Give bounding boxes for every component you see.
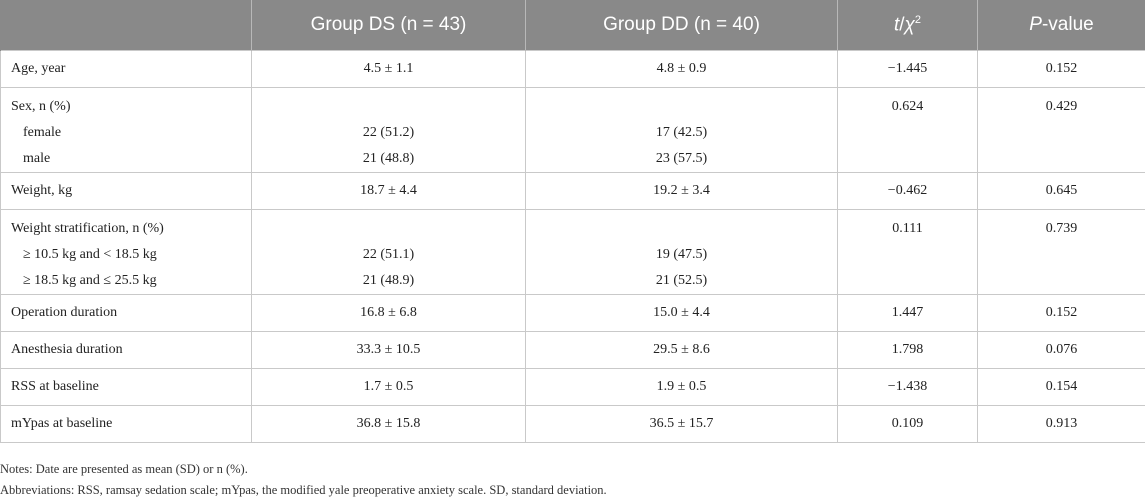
row-label: Age, year — [11, 61, 66, 76]
table-row-sex: Sex, n (%) female male 22 (51.2) 21 (48.… — [0, 87, 1145, 173]
table-container: Group DS (n = 43) Group DD (n = 40) t/χ2… — [0, 0, 1145, 443]
table-row-weight: Weight, kg 18.7 ± 4.4 19.2 ± 3.4 −0.462 … — [0, 172, 1145, 210]
cell-ds: 16.8 ± 6.8 — [360, 305, 417, 320]
cell-ds: 33.3 ± 10.5 — [356, 342, 421, 357]
cell-dd: 15.0 ± 4.4 — [653, 305, 710, 320]
cell-t: 1.447 — [891, 305, 924, 320]
cell-dd-low: 19 (47.5) — [655, 247, 708, 262]
cell-t: −0.462 — [887, 183, 928, 198]
header-slash: / — [899, 14, 905, 36]
header-t-symbol: t — [893, 14, 900, 36]
table-row-weight-stratification: Weight stratification, n (%) ≥ 10.5 kg a… — [0, 209, 1145, 295]
row-sublabel-high: ≥ 18.5 kg and ≤ 25.5 kg — [23, 273, 157, 288]
row-label: mYpas at baseline — [11, 416, 113, 431]
cell-ds-low: 22 (51.1) — [362, 247, 415, 262]
cell-ds: 1.7 ± 0.5 — [363, 379, 414, 394]
cell-t: 0.624 — [891, 99, 924, 114]
header-chi-symbol: χ — [904, 14, 915, 36]
abbreviations-line: Abbreviations: RSS, ramsay sedation scal… — [0, 483, 607, 497]
baseline-characteristics-table: Group DS (n = 43) Group DD (n = 40) t/χ2… — [0, 0, 1145, 443]
cell-dd-female: 17 (42.5) — [655, 125, 708, 140]
table-header: Group DS (n = 43) Group DD (n = 40) t/χ2… — [0, 0, 1145, 51]
row-label: Weight, kg — [11, 183, 73, 198]
row-label: Anesthesia duration — [11, 342, 123, 357]
cell-ds: 4.5 ± 1.1 — [363, 61, 414, 76]
cell-dd-high: 21 (52.5) — [655, 273, 708, 288]
row-label: Operation duration — [11, 305, 118, 320]
cell-p: 0.076 — [1045, 342, 1078, 357]
cell-ds: 36.8 ± 15.8 — [356, 416, 421, 431]
table-row-anesthesia-duration: Anesthesia duration 33.3 ± 10.5 29.5 ± 8… — [0, 331, 1145, 369]
cell-dd-male: 23 (57.5) — [655, 151, 708, 166]
row-sublabel-male: male — [23, 151, 51, 166]
cell-dd: 4.8 ± 0.9 — [656, 61, 707, 76]
notes-line: Notes: Date are presented as mean (SD) o… — [0, 462, 248, 476]
cell-t: 1.798 — [891, 342, 924, 357]
header-p-value: P-value — [977, 0, 1145, 51]
header-group-ds: Group DS (n = 43) — [251, 0, 526, 51]
cell-dd: 29.5 ± 8.6 — [653, 342, 710, 357]
cell-t: 0.111 — [892, 221, 923, 236]
cell-t: −1.445 — [887, 61, 928, 76]
header-chi-superscript: 2 — [914, 13, 922, 26]
table-row-operation-duration: Operation duration 16.8 ± 6.8 15.0 ± 4.4… — [0, 294, 1145, 332]
cell-p: 0.739 — [1045, 221, 1078, 236]
cell-p: 0.154 — [1045, 379, 1078, 394]
row-label: RSS at baseline — [11, 379, 99, 394]
table-row-mypas: mYpas at baseline 36.8 ± 15.8 36.5 ± 15.… — [0, 405, 1145, 443]
cell-t: 0.109 — [891, 416, 924, 431]
row-label: Sex, n (%) — [11, 99, 71, 114]
cell-p: 0.152 — [1045, 305, 1078, 320]
table-footnotes: Notes: Date are presented as mean (SD) o… — [0, 459, 1145, 501]
cell-ds-female: 22 (51.2) — [362, 125, 415, 140]
cell-p: 0.645 — [1045, 183, 1078, 198]
cell-dd: 1.9 ± 0.5 — [656, 379, 707, 394]
cell-ds-high: 21 (48.9) — [362, 273, 415, 288]
cell-dd: 36.5 ± 15.7 — [649, 416, 714, 431]
row-label: Weight stratification, n (%) — [11, 221, 164, 236]
cell-p: 0.913 — [1045, 416, 1078, 431]
cell-ds-male: 21 (48.8) — [362, 151, 415, 166]
cell-ds: 18.7 ± 4.4 — [360, 183, 417, 198]
header-variable — [0, 0, 252, 51]
header-test-statistic: t/χ2 — [837, 0, 978, 51]
header-p-symbol: P — [1029, 14, 1042, 35]
header-group-dd: Group DD (n = 40) — [525, 0, 838, 51]
row-sublabel-female: female — [23, 125, 62, 140]
table-row-age: Age, year 4.5 ± 1.1 4.8 ± 0.9 −1.445 0.1… — [0, 50, 1145, 88]
cell-p: 0.152 — [1045, 61, 1078, 76]
cell-t: −1.438 — [887, 379, 928, 394]
table-row-rss: RSS at baseline 1.7 ± 0.5 1.9 ± 0.5 −1.4… — [0, 368, 1145, 406]
cell-dd: 19.2 ± 3.4 — [653, 183, 710, 198]
header-p-suffix: -value — [1041, 14, 1094, 35]
row-sublabel-low: ≥ 10.5 kg and < 18.5 kg — [23, 247, 157, 262]
cell-p: 0.429 — [1045, 99, 1078, 114]
